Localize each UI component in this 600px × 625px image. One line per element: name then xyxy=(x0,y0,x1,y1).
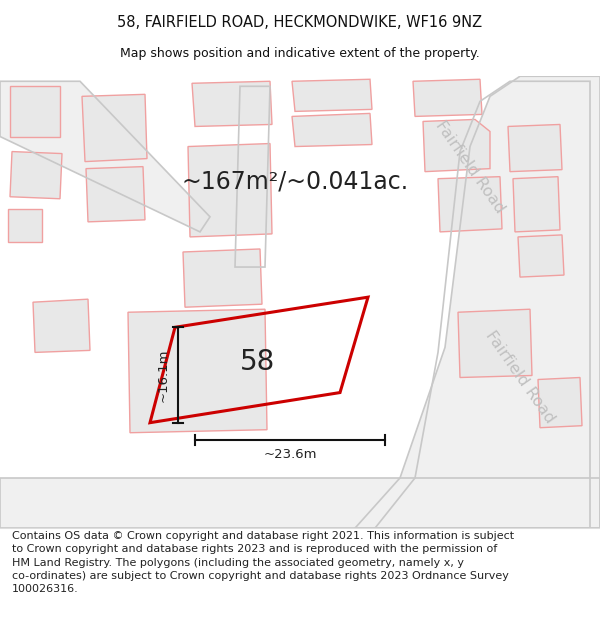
Polygon shape xyxy=(0,478,600,528)
Polygon shape xyxy=(292,79,372,111)
Polygon shape xyxy=(183,249,262,308)
Text: 58, FAIRFIELD ROAD, HECKMONDWIKE, WF16 9NZ: 58, FAIRFIELD ROAD, HECKMONDWIKE, WF16 9… xyxy=(118,15,482,30)
Polygon shape xyxy=(413,79,482,116)
Polygon shape xyxy=(128,309,267,432)
Polygon shape xyxy=(192,81,272,126)
Text: Fairfield Road: Fairfield Road xyxy=(433,118,508,216)
Text: ~23.6m: ~23.6m xyxy=(263,448,317,461)
Polygon shape xyxy=(8,209,42,242)
Polygon shape xyxy=(423,119,490,172)
Polygon shape xyxy=(355,76,600,528)
Polygon shape xyxy=(33,299,90,352)
Polygon shape xyxy=(82,94,147,162)
Polygon shape xyxy=(438,177,502,232)
Text: Map shows position and indicative extent of the property.: Map shows position and indicative extent… xyxy=(120,48,480,60)
Polygon shape xyxy=(508,124,562,172)
Text: Fairfield Road: Fairfield Road xyxy=(482,329,557,426)
Polygon shape xyxy=(538,378,582,428)
Text: ~167m²/~0.041ac.: ~167m²/~0.041ac. xyxy=(181,169,409,194)
Text: 58: 58 xyxy=(241,349,275,376)
Polygon shape xyxy=(10,151,62,199)
Polygon shape xyxy=(10,86,60,136)
Polygon shape xyxy=(458,309,532,378)
Polygon shape xyxy=(86,167,145,222)
Polygon shape xyxy=(518,235,564,277)
Polygon shape xyxy=(513,177,560,232)
Polygon shape xyxy=(292,113,372,146)
Text: Contains OS data © Crown copyright and database right 2021. This information is : Contains OS data © Crown copyright and d… xyxy=(12,531,514,594)
Text: ~16.1m: ~16.1m xyxy=(157,348,170,402)
Polygon shape xyxy=(188,144,272,237)
Polygon shape xyxy=(0,81,210,232)
